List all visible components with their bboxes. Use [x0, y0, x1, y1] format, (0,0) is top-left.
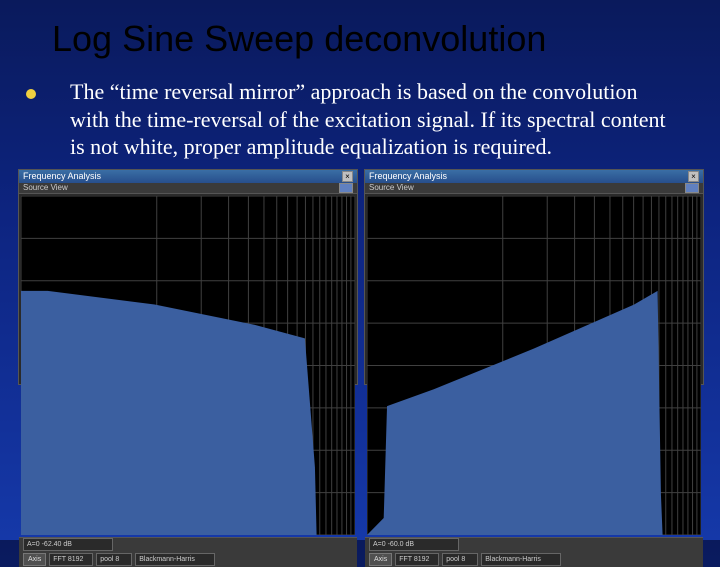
chart-bottombar-right: A=0 -60.0 dB Axis FFT 8192 pool 8 Blackm…: [365, 537, 703, 567]
waveform-icon[interactable]: [685, 183, 699, 193]
page-title: Log Sine Sweep deconvolution: [0, 0, 720, 72]
chart-bottom-col: A=0 -60.0 dB Axis FFT 8192 pool 8 Blackm…: [369, 538, 561, 566]
charts-row: Frequency Analysis × Source View A=0 -62…: [0, 161, 720, 385]
chart-titlebar-right: Frequency Analysis ×: [365, 170, 703, 183]
chart-bottom-col: A=0 -62.40 dB Axis FFT 8192 pool 8 Black…: [23, 538, 215, 566]
pool-field[interactable]: pool 8: [96, 553, 132, 566]
spectrum-svg-left: [21, 196, 355, 535]
spectrum-svg-right: [367, 196, 701, 535]
fft-field[interactable]: FFT 8192: [49, 553, 93, 566]
chart-bottombar-left: A=0 -62.40 dB Axis FFT 8192 pool 8 Black…: [19, 537, 357, 567]
chart-subbar-right: Source View: [365, 183, 703, 194]
window-field[interactable]: Blackmann-Harris: [135, 553, 215, 566]
window-field[interactable]: Blackmann-Harris: [481, 553, 561, 566]
chart-titlebar-left: Frequency Analysis ×: [19, 170, 357, 183]
chart-plot-left: [21, 196, 355, 535]
body-text: The “time reversal mirror” approach is b…: [70, 78, 674, 161]
close-icon[interactable]: ×: [688, 171, 699, 182]
axis-button[interactable]: Axis: [23, 553, 46, 566]
body-row: The “time reversal mirror” approach is b…: [0, 72, 720, 161]
chart-panel-left: Frequency Analysis × Source View A=0 -62…: [18, 169, 358, 385]
chart-title-left: Frequency Analysis: [23, 171, 101, 181]
chart-sublabel-right: Source View: [369, 183, 414, 192]
pool-field[interactable]: pool 8: [442, 553, 478, 566]
chart-panel-right: Frequency Analysis × Source View A=0 -60…: [364, 169, 704, 385]
bullet-icon: [26, 89, 36, 99]
axis-button[interactable]: Axis: [369, 553, 392, 566]
chart-plot-right: [367, 196, 701, 535]
chart-sublabel-left: Source View: [23, 183, 68, 192]
waveform-icon[interactable]: [339, 183, 353, 193]
chart-subbar-left: Source View: [19, 183, 357, 194]
chart-title-right: Frequency Analysis: [369, 171, 447, 181]
fft-field[interactable]: FFT 8192: [395, 553, 439, 566]
close-icon[interactable]: ×: [342, 171, 353, 182]
